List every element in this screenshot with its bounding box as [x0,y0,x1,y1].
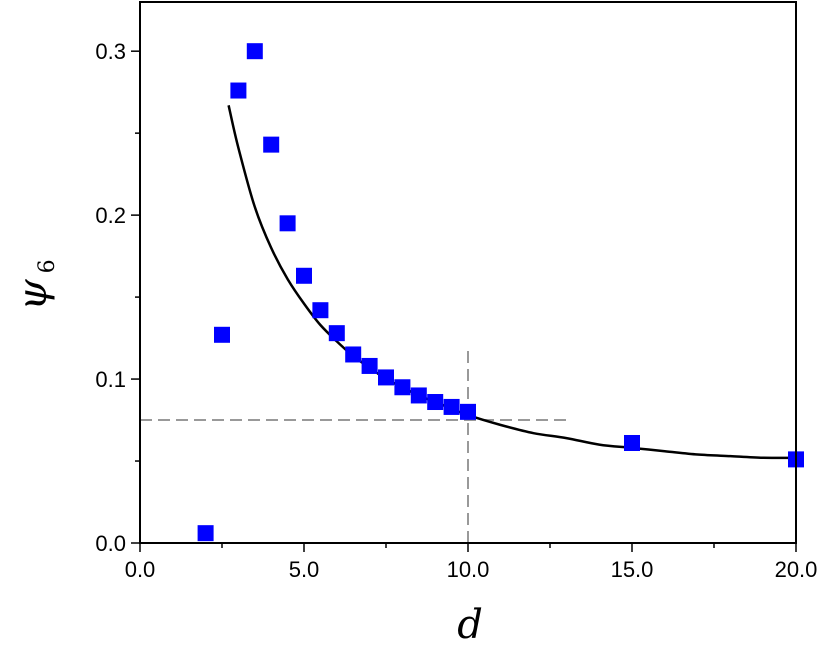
reference-lines [140,346,567,543]
y-axis-label-subscript: 6 [35,259,60,273]
y-tick-label: 0.1 [95,367,126,392]
data-point [279,215,296,232]
x-tick-label: 15.0 [611,557,654,582]
y-axis-label: ψ6 [10,259,60,310]
data-point [410,387,427,404]
data-point [312,302,329,319]
data-point [361,357,378,374]
x-tick-label: 5.0 [289,557,320,582]
data-points [197,43,804,542]
data-point [443,398,460,415]
x-tick-label: 0.0 [125,557,156,582]
x-axis-label: d [457,602,483,648]
data-point [197,525,214,542]
data-point [328,325,345,342]
fit-curve [227,105,797,460]
data-point [263,136,280,153]
fit-curve-layer [227,105,797,460]
data-point [345,346,362,363]
data-point [296,267,312,284]
data-point [378,369,394,386]
axis-ticks [131,50,797,552]
tick-labels: 0.0 5.0 10.0 15.0 20.0 0.0 0.1 0.2 0.3 [95,39,817,582]
y-tick-label: 0.0 [95,531,126,556]
data-point [246,43,263,60]
y-tick-label: 0.3 [95,39,126,64]
x-tick-label: 10.0 [447,557,490,582]
y-axis-label-symbol: ψ [10,279,56,311]
data-point [230,82,247,99]
data-point [394,379,411,396]
data-point [624,434,640,451]
data-point [214,326,230,343]
y-tick-label: 0.2 [95,203,126,228]
x-tick-label: 20.0 [775,557,818,582]
data-point [460,403,476,420]
data-point [427,394,444,411]
